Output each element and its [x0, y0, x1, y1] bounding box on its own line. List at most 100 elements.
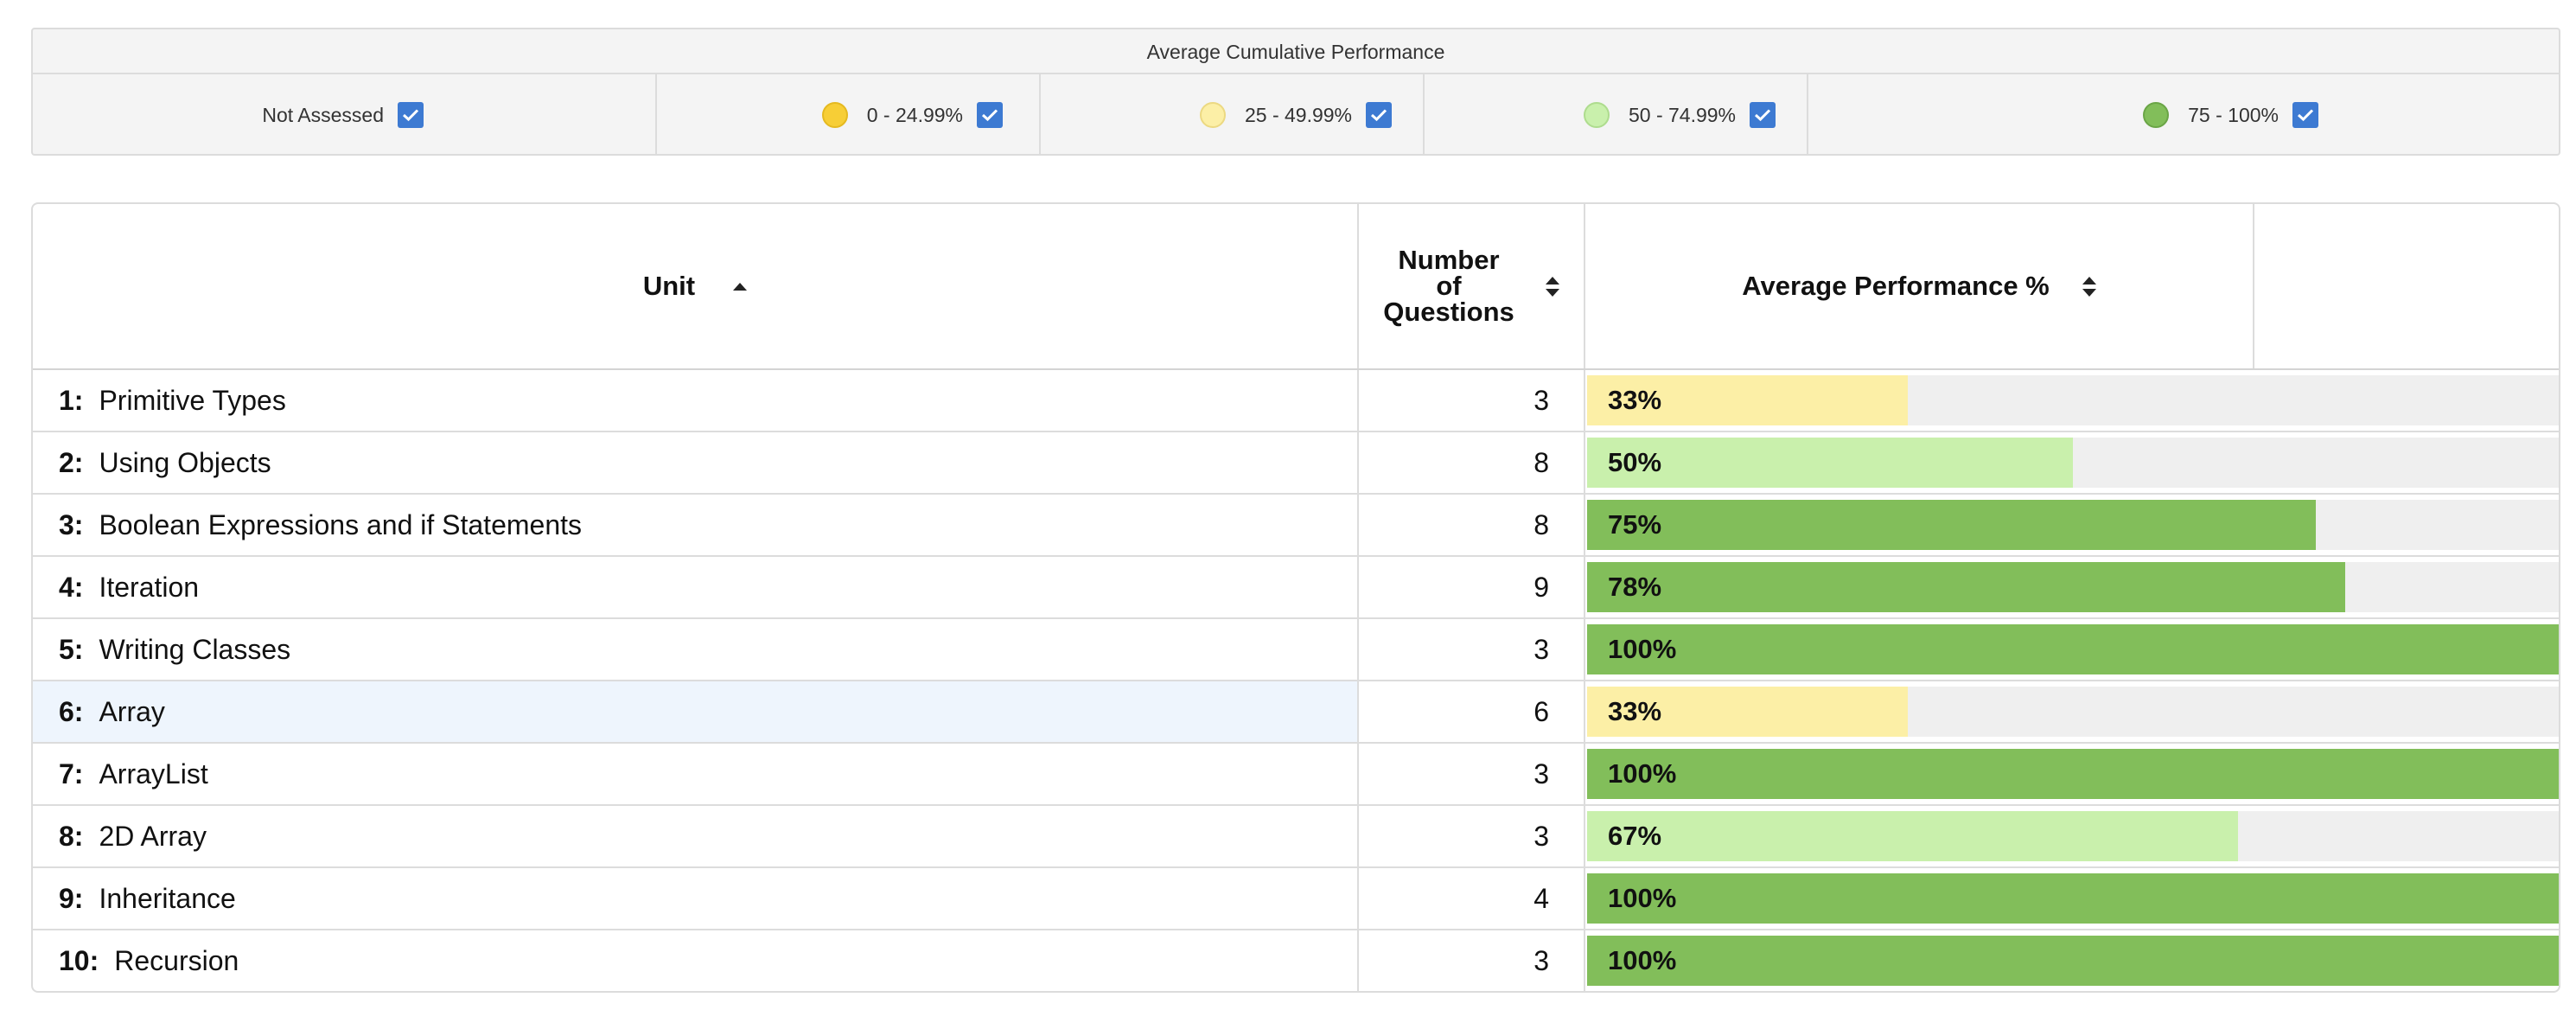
performance-cell: 50%: [1585, 432, 2559, 493]
legend-dot-light-green: [1583, 102, 1610, 128]
performance-bar-fill: [1587, 749, 2559, 799]
unit-cell[interactable]: 1: Primitive Types: [33, 370, 1359, 431]
range-25-49-checkbox[interactable]: [1366, 102, 1392, 128]
performance-percent: 100%: [1608, 945, 1677, 975]
performance-cell: 100%: [1585, 744, 2559, 804]
sort-toggle-icon[interactable]: [2082, 276, 2096, 297]
check-icon: [1370, 109, 1387, 122]
performance-bar-fill: [1587, 624, 2559, 674]
performance-header-label: Average Performance %: [1742, 271, 2050, 301]
unit-name: Iteration: [99, 571, 200, 603]
unit-number: 1:: [59, 384, 84, 416]
performance-bar-fill: [1587, 500, 2316, 550]
table-row[interactable]: 1: Primitive Types 3 33%: [33, 370, 2559, 432]
unit-cell[interactable]: 5: Writing Classes: [33, 619, 1359, 680]
table-row[interactable]: 6: Array 6 33%: [33, 681, 2559, 744]
performance-bar-track: 100%: [1587, 749, 2559, 799]
unit-number: 10:: [59, 944, 99, 976]
performance-bar-track: 100%: [1587, 624, 2559, 674]
unit-name: Writing Classes: [99, 633, 291, 665]
performance-column-header[interactable]: Average Performance %: [1585, 204, 2254, 368]
performance-cell: 33%: [1585, 370, 2559, 431]
unit-cell[interactable]: 3: Boolean Expressions and if Statements: [33, 495, 1359, 555]
performance-bar-track: 33%: [1587, 375, 2559, 425]
questions-column-header[interactable]: Number of Questions: [1359, 204, 1585, 368]
performance-percent: 33%: [1608, 385, 1662, 415]
performance-bar-fill: [1587, 936, 2559, 986]
table-row[interactable]: 8: 2D Array 3 67%: [33, 806, 2559, 868]
unit-cell[interactable]: 2: Using Objects: [33, 432, 1359, 493]
legend-item-0-24: 0 - 24.99%: [657, 74, 1041, 156]
performance-legend: Average Cumulative Performance Not Asses…: [31, 28, 2560, 156]
legend-item-50-74: 50 - 74.99%: [1425, 74, 1808, 156]
empty-column-header: [2254, 204, 2559, 368]
unit-number: 7:: [59, 758, 84, 789]
unit-cell[interactable]: 7: ArrayList: [33, 744, 1359, 804]
unit-performance-table: Unit Number of Questions Average Perform…: [31, 202, 2560, 993]
unit-cell[interactable]: 10: Recursion: [33, 930, 1359, 991]
performance-bar-fill: [1587, 562, 2345, 612]
performance-bar-track: 100%: [1587, 873, 2559, 924]
legend-item-25-49: 25 - 49.99%: [1041, 74, 1425, 156]
legend-label: 50 - 74.99%: [1628, 103, 1736, 126]
legend-label: 75 - 100%: [2188, 103, 2279, 126]
unit-name: ArrayList: [99, 758, 208, 789]
not-assessed-checkbox[interactable]: [398, 102, 424, 128]
table-row[interactable]: 2: Using Objects 8 50%: [33, 432, 2559, 495]
performance-percent: 78%: [1608, 572, 1662, 602]
unit-cell[interactable]: 6: Array: [33, 681, 1359, 742]
performance-bar-track: 50%: [1587, 438, 2559, 488]
question-count: 8: [1359, 432, 1585, 493]
performance-bar-track: 75%: [1587, 500, 2559, 550]
performance-percent: 100%: [1608, 883, 1677, 913]
performance-bar-fill: [1587, 687, 1908, 737]
question-count: 4: [1359, 868, 1585, 929]
range-50-74-checkbox[interactable]: [1750, 102, 1776, 128]
performance-cell: 33%: [1585, 681, 2559, 742]
unit-name: Inheritance: [99, 882, 236, 914]
performance-cell: 78%: [1585, 557, 2559, 617]
table-row[interactable]: 10: Recursion 3 100%: [33, 930, 2559, 991]
unit-name: Recursion: [114, 944, 239, 976]
performance-percent: 67%: [1608, 821, 1662, 851]
sort-ascending-icon[interactable]: [733, 282, 748, 291]
unit-number: 4:: [59, 571, 84, 603]
unit-column-header[interactable]: Unit: [33, 204, 1359, 368]
unit-number: 8:: [59, 820, 84, 852]
unit-number: 9:: [59, 882, 84, 914]
range-75-100-checkbox[interactable]: [2292, 102, 2318, 128]
table-row[interactable]: 3: Boolean Expressions and if Statements 8…: [33, 495, 2559, 557]
performance-percent: 75%: [1608, 509, 1662, 540]
performance-bar-fill: [1587, 811, 2239, 861]
performance-bar-fill: [1587, 438, 2073, 488]
table-row[interactable]: 4: Iteration 9 78%: [33, 557, 2559, 619]
unit-cell[interactable]: 4: Iteration: [33, 557, 1359, 617]
question-count: 8: [1359, 495, 1585, 555]
range-0-24-checkbox[interactable]: [977, 102, 1003, 128]
table-row[interactable]: 5: Writing Classes 3 100%: [33, 619, 2559, 681]
legend-item-not-assessed: Not Assessed: [33, 74, 657, 156]
legend-label: 25 - 49.99%: [1244, 103, 1352, 126]
legend-item-75-100: 75 - 100%: [1808, 74, 2560, 156]
legend-row: Not Assessed 0 - 24.99% 25 - 49.99% 50 -…: [33, 74, 2559, 156]
unit-cell[interactable]: 8: 2D Array: [33, 806, 1359, 866]
performance-bar-track: 67%: [1587, 811, 2559, 861]
table-header: Unit Number of Questions Average Perform…: [33, 204, 2559, 370]
table-row[interactable]: 9: Inheritance 4 100%: [33, 868, 2559, 930]
check-icon: [2297, 109, 2314, 122]
check-icon: [402, 109, 419, 122]
unit-number: 3:: [59, 508, 84, 540]
sort-toggle-icon[interactable]: [1545, 276, 1559, 297]
unit-name: 2D Array: [99, 820, 207, 852]
question-count: 3: [1359, 930, 1585, 991]
performance-bar-track: 78%: [1587, 562, 2559, 612]
unit-cell[interactable]: 9: Inheritance: [33, 868, 1359, 929]
performance-percent: 100%: [1608, 758, 1677, 789]
table-row[interactable]: 7: ArrayList 3 100%: [33, 744, 2559, 806]
questions-header-label: Number of Questions: [1383, 245, 1514, 327]
question-count: 6: [1359, 681, 1585, 742]
unit-name: Using Objects: [99, 446, 271, 478]
unit-header-label: Unit: [642, 271, 696, 301]
legend-label: 0 - 24.99%: [866, 103, 963, 126]
legend-dot-green: [2143, 102, 2170, 128]
